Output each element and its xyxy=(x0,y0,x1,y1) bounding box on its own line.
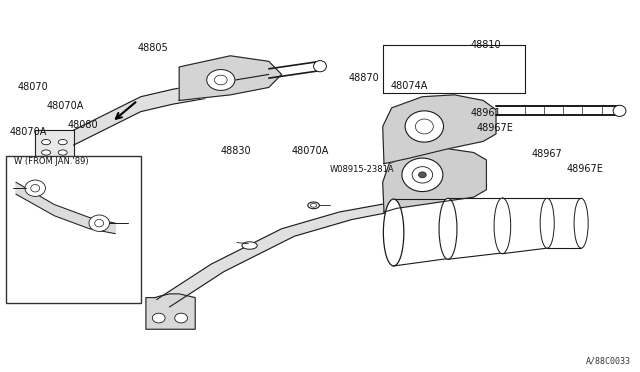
Ellipse shape xyxy=(207,70,235,90)
Ellipse shape xyxy=(31,185,40,192)
Polygon shape xyxy=(157,203,390,307)
Ellipse shape xyxy=(175,313,188,323)
Ellipse shape xyxy=(383,199,404,266)
Ellipse shape xyxy=(419,172,426,178)
Polygon shape xyxy=(146,294,195,329)
Ellipse shape xyxy=(574,198,588,248)
Ellipse shape xyxy=(412,167,433,183)
Ellipse shape xyxy=(42,140,51,145)
Ellipse shape xyxy=(310,203,317,207)
Text: 48967E: 48967E xyxy=(477,124,514,133)
Ellipse shape xyxy=(314,61,326,72)
Polygon shape xyxy=(383,149,486,212)
Text: 48810: 48810 xyxy=(470,40,501,49)
Ellipse shape xyxy=(152,313,165,323)
Text: 48830: 48830 xyxy=(221,146,252,155)
Ellipse shape xyxy=(95,219,104,227)
Text: 48967: 48967 xyxy=(531,150,562,159)
Text: 48961: 48961 xyxy=(470,109,501,118)
Ellipse shape xyxy=(494,198,511,254)
Text: 48070A: 48070A xyxy=(10,127,47,137)
Ellipse shape xyxy=(25,180,45,196)
Text: W (FROM JAN.'89): W (FROM JAN.'89) xyxy=(14,157,89,166)
Ellipse shape xyxy=(58,150,67,155)
Ellipse shape xyxy=(439,198,457,259)
Ellipse shape xyxy=(89,215,109,231)
Ellipse shape xyxy=(613,105,626,116)
Text: 48070: 48070 xyxy=(18,83,49,92)
Ellipse shape xyxy=(540,198,554,248)
Polygon shape xyxy=(74,84,205,145)
Text: 48080: 48080 xyxy=(67,120,98,129)
Text: A/88C0033: A/88C0033 xyxy=(586,356,630,365)
Ellipse shape xyxy=(42,150,51,155)
Polygon shape xyxy=(16,182,115,234)
Ellipse shape xyxy=(308,202,319,209)
Text: 48070A: 48070A xyxy=(291,146,328,155)
Text: 48805: 48805 xyxy=(138,44,168,53)
Ellipse shape xyxy=(402,158,443,192)
Polygon shape xyxy=(179,56,282,100)
Ellipse shape xyxy=(242,242,257,249)
Ellipse shape xyxy=(214,75,227,85)
Ellipse shape xyxy=(415,119,433,134)
Text: W08915-2381A: W08915-2381A xyxy=(330,165,394,174)
Text: 48870: 48870 xyxy=(349,73,380,83)
Text: 48074A: 48074A xyxy=(390,81,428,90)
Bar xyxy=(6,156,141,303)
Ellipse shape xyxy=(58,140,67,145)
Ellipse shape xyxy=(405,111,444,142)
Text: 48967E: 48967E xyxy=(566,164,604,174)
Polygon shape xyxy=(383,95,496,164)
Text: 48070A: 48070A xyxy=(46,101,83,111)
Polygon shape xyxy=(35,130,74,158)
